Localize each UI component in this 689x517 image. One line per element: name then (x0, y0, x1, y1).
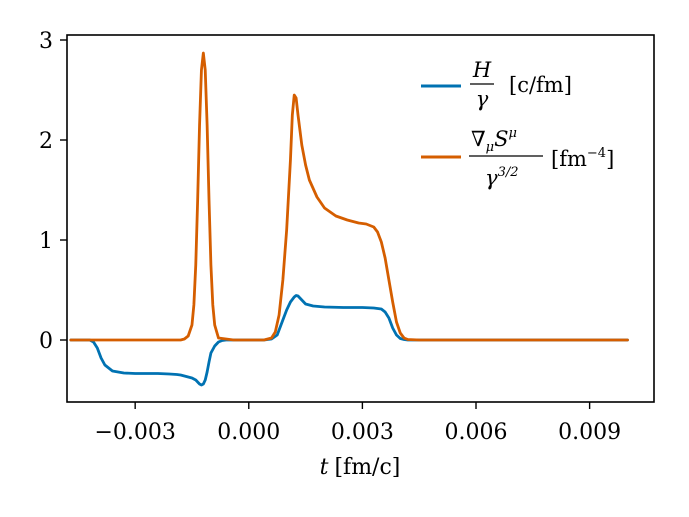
legend: H γ [c/fm] ∇μSμ γ3/2 [fm−4] (421, 58, 614, 190)
series-line-divs (69, 51, 629, 342)
y-tick-label: 1 (39, 229, 53, 254)
x-tick-label: −0.003 (94, 420, 175, 445)
y-tick-label: 0 (39, 329, 53, 354)
y-tick-label: 2 (39, 129, 53, 154)
x-axis-var: t (320, 455, 329, 480)
x-tick-label: 0.006 (445, 420, 508, 445)
x-axis-unit: [fm/c] (334, 455, 400, 480)
legend-h-unit: [c/fm] (509, 73, 572, 97)
legend-divs-denominator: γ3/2 (485, 165, 518, 190)
x-tick-label: 0.003 (331, 420, 394, 445)
x-tick-label: 0.009 (558, 420, 621, 445)
x-axis-title: t [fm/c] (320, 455, 401, 480)
x-tick-label: 0.000 (217, 420, 280, 445)
legend-divs-unit: [fm−4] (551, 146, 614, 171)
y-tick-label: 3 (39, 29, 53, 54)
y-axis-ticks: 0 1 2 3 (39, 29, 67, 354)
plot-frame (66, 34, 655, 403)
x-axis-ticks: −0.003 0.000 0.003 0.006 0.009 (94, 402, 621, 445)
series-group (69, 51, 629, 387)
legend-h-numerator: H (472, 58, 492, 82)
legend-divs-numerator: ∇μSμ (471, 126, 517, 155)
legend-h-denominator: γ (476, 87, 489, 111)
